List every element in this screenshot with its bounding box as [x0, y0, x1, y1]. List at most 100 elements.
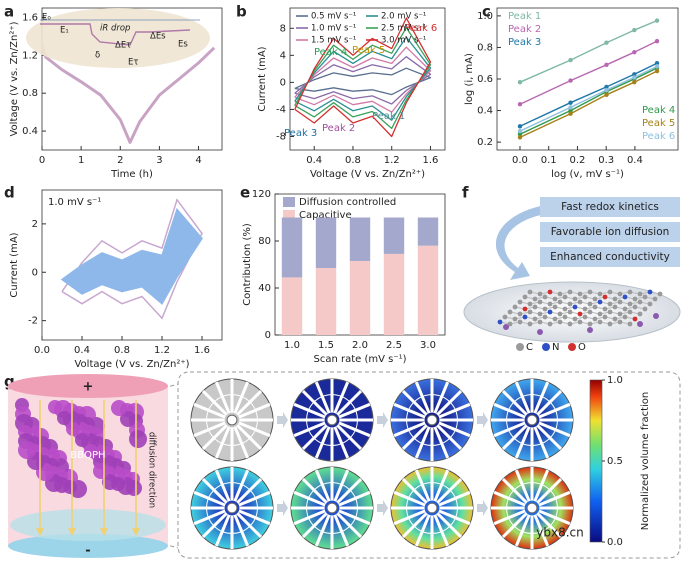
material-particle: [75, 433, 89, 447]
atom: [607, 321, 613, 327]
atom: [607, 289, 613, 295]
atom: [582, 294, 588, 300]
wheel-gap: [493, 421, 526, 438]
panel-label: g: [4, 373, 15, 391]
plot-frame: [41, 7, 223, 151]
wheel-gap: [236, 389, 263, 416]
y-tick-label: 1.0: [477, 11, 493, 22]
wheel-gap: [536, 389, 563, 416]
atom: [542, 306, 548, 312]
y-tick-label: 0.8: [22, 88, 38, 99]
wheel-gap: [414, 469, 431, 502]
wheel-gap: [236, 424, 263, 451]
atom: [577, 291, 583, 297]
data-line: [294, 26, 432, 130]
atom: [587, 309, 593, 315]
data-point: [632, 27, 637, 33]
arrow-head: [36, 528, 44, 536]
property-box: [540, 197, 680, 217]
wheel-gap: [514, 469, 531, 502]
atom: [602, 314, 608, 320]
atom: [617, 299, 623, 305]
wheel-gap: [536, 424, 563, 451]
step-arrow: [277, 500, 288, 516]
data-line: [294, 56, 432, 105]
wheel-ring: [506, 394, 558, 446]
wheel-gap: [314, 426, 331, 459]
bottom-electrode: -: [85, 544, 90, 559]
arrow-head: [100, 528, 108, 536]
material-particle: [120, 411, 136, 427]
atom: [557, 299, 563, 305]
wheel-gap: [333, 514, 350, 547]
inset-label: Es: [178, 40, 188, 50]
atom: [617, 311, 623, 317]
x-axis-title: Scan rate (mV s⁻¹): [313, 354, 406, 365]
peak-label: Peak 6: [404, 23, 437, 34]
data-point: [517, 102, 523, 107]
atom: [532, 296, 538, 302]
step-arrow: [477, 500, 488, 516]
atom: [547, 309, 553, 315]
x-tick-label: 2.5: [386, 340, 402, 351]
zn-ion: [503, 324, 509, 330]
wheel-gap: [438, 509, 471, 526]
x-tick-label: 0.8: [345, 155, 361, 166]
wheel-ring: [206, 482, 258, 534]
wheel-gap: [293, 402, 326, 419]
x-tick-label: 1.5: [318, 340, 334, 351]
wheel-gap: [193, 490, 226, 507]
panel-label: a: [4, 3, 14, 21]
legend-label: Peak 4: [642, 105, 675, 116]
y-tick-label: -8: [276, 131, 286, 142]
data-point: [632, 72, 637, 77]
atom: [642, 306, 648, 312]
data-point: [568, 100, 573, 105]
wheel-hub: [526, 414, 538, 426]
dashed-frame: [177, 371, 681, 559]
atom: [597, 299, 603, 305]
wheel-gap: [501, 424, 528, 451]
y-tick-label: 0.8: [477, 42, 493, 53]
data-point: [517, 135, 523, 140]
plot-frame: [41, 189, 223, 341]
y-tick-label: 0: [280, 77, 286, 88]
property-text: Favorable ion diffusion: [551, 226, 670, 238]
atom: [597, 319, 603, 325]
panel-label: e: [240, 184, 250, 202]
data-point: [654, 18, 660, 23]
atom: [592, 296, 598, 302]
wheel-gap: [436, 477, 463, 504]
x-tick-label: 1.2: [154, 345, 170, 356]
x-tick-label: 1.2: [384, 155, 400, 166]
wheel-gap: [436, 512, 463, 539]
atom: [517, 311, 523, 317]
data-line: [294, 17, 432, 138]
wheel-gap: [536, 512, 563, 539]
atom: [582, 314, 588, 320]
y-tick-label: -2: [28, 316, 38, 327]
step-arrow: [377, 412, 388, 428]
y-tick-label: 0: [32, 267, 38, 278]
atom: [622, 314, 628, 320]
wheel-gap: [536, 477, 563, 504]
y-tick-label: 0.2: [477, 137, 493, 148]
legend-label: 2.5 mV s⁻¹: [381, 24, 426, 34]
material-label: BBQPH: [70, 450, 105, 461]
atom: [577, 311, 583, 317]
wheel-gap: [501, 477, 528, 504]
wheel-gap: [201, 389, 228, 416]
legend-swatch: [283, 210, 295, 220]
x-axis-title: log (v, mV s⁻¹): [551, 169, 624, 180]
bar-segment: [281, 277, 303, 335]
atom: [587, 321, 593, 327]
atom: [522, 314, 528, 320]
watermark: ybx8.cn: [536, 526, 583, 540]
legend-label: 3.0 mV s⁻¹: [381, 36, 426, 46]
y-tick-label: 0: [265, 330, 271, 341]
atom: [607, 309, 613, 315]
atom: [522, 306, 528, 312]
atom: [542, 294, 548, 300]
atom: [537, 319, 543, 325]
atom: [552, 296, 558, 302]
